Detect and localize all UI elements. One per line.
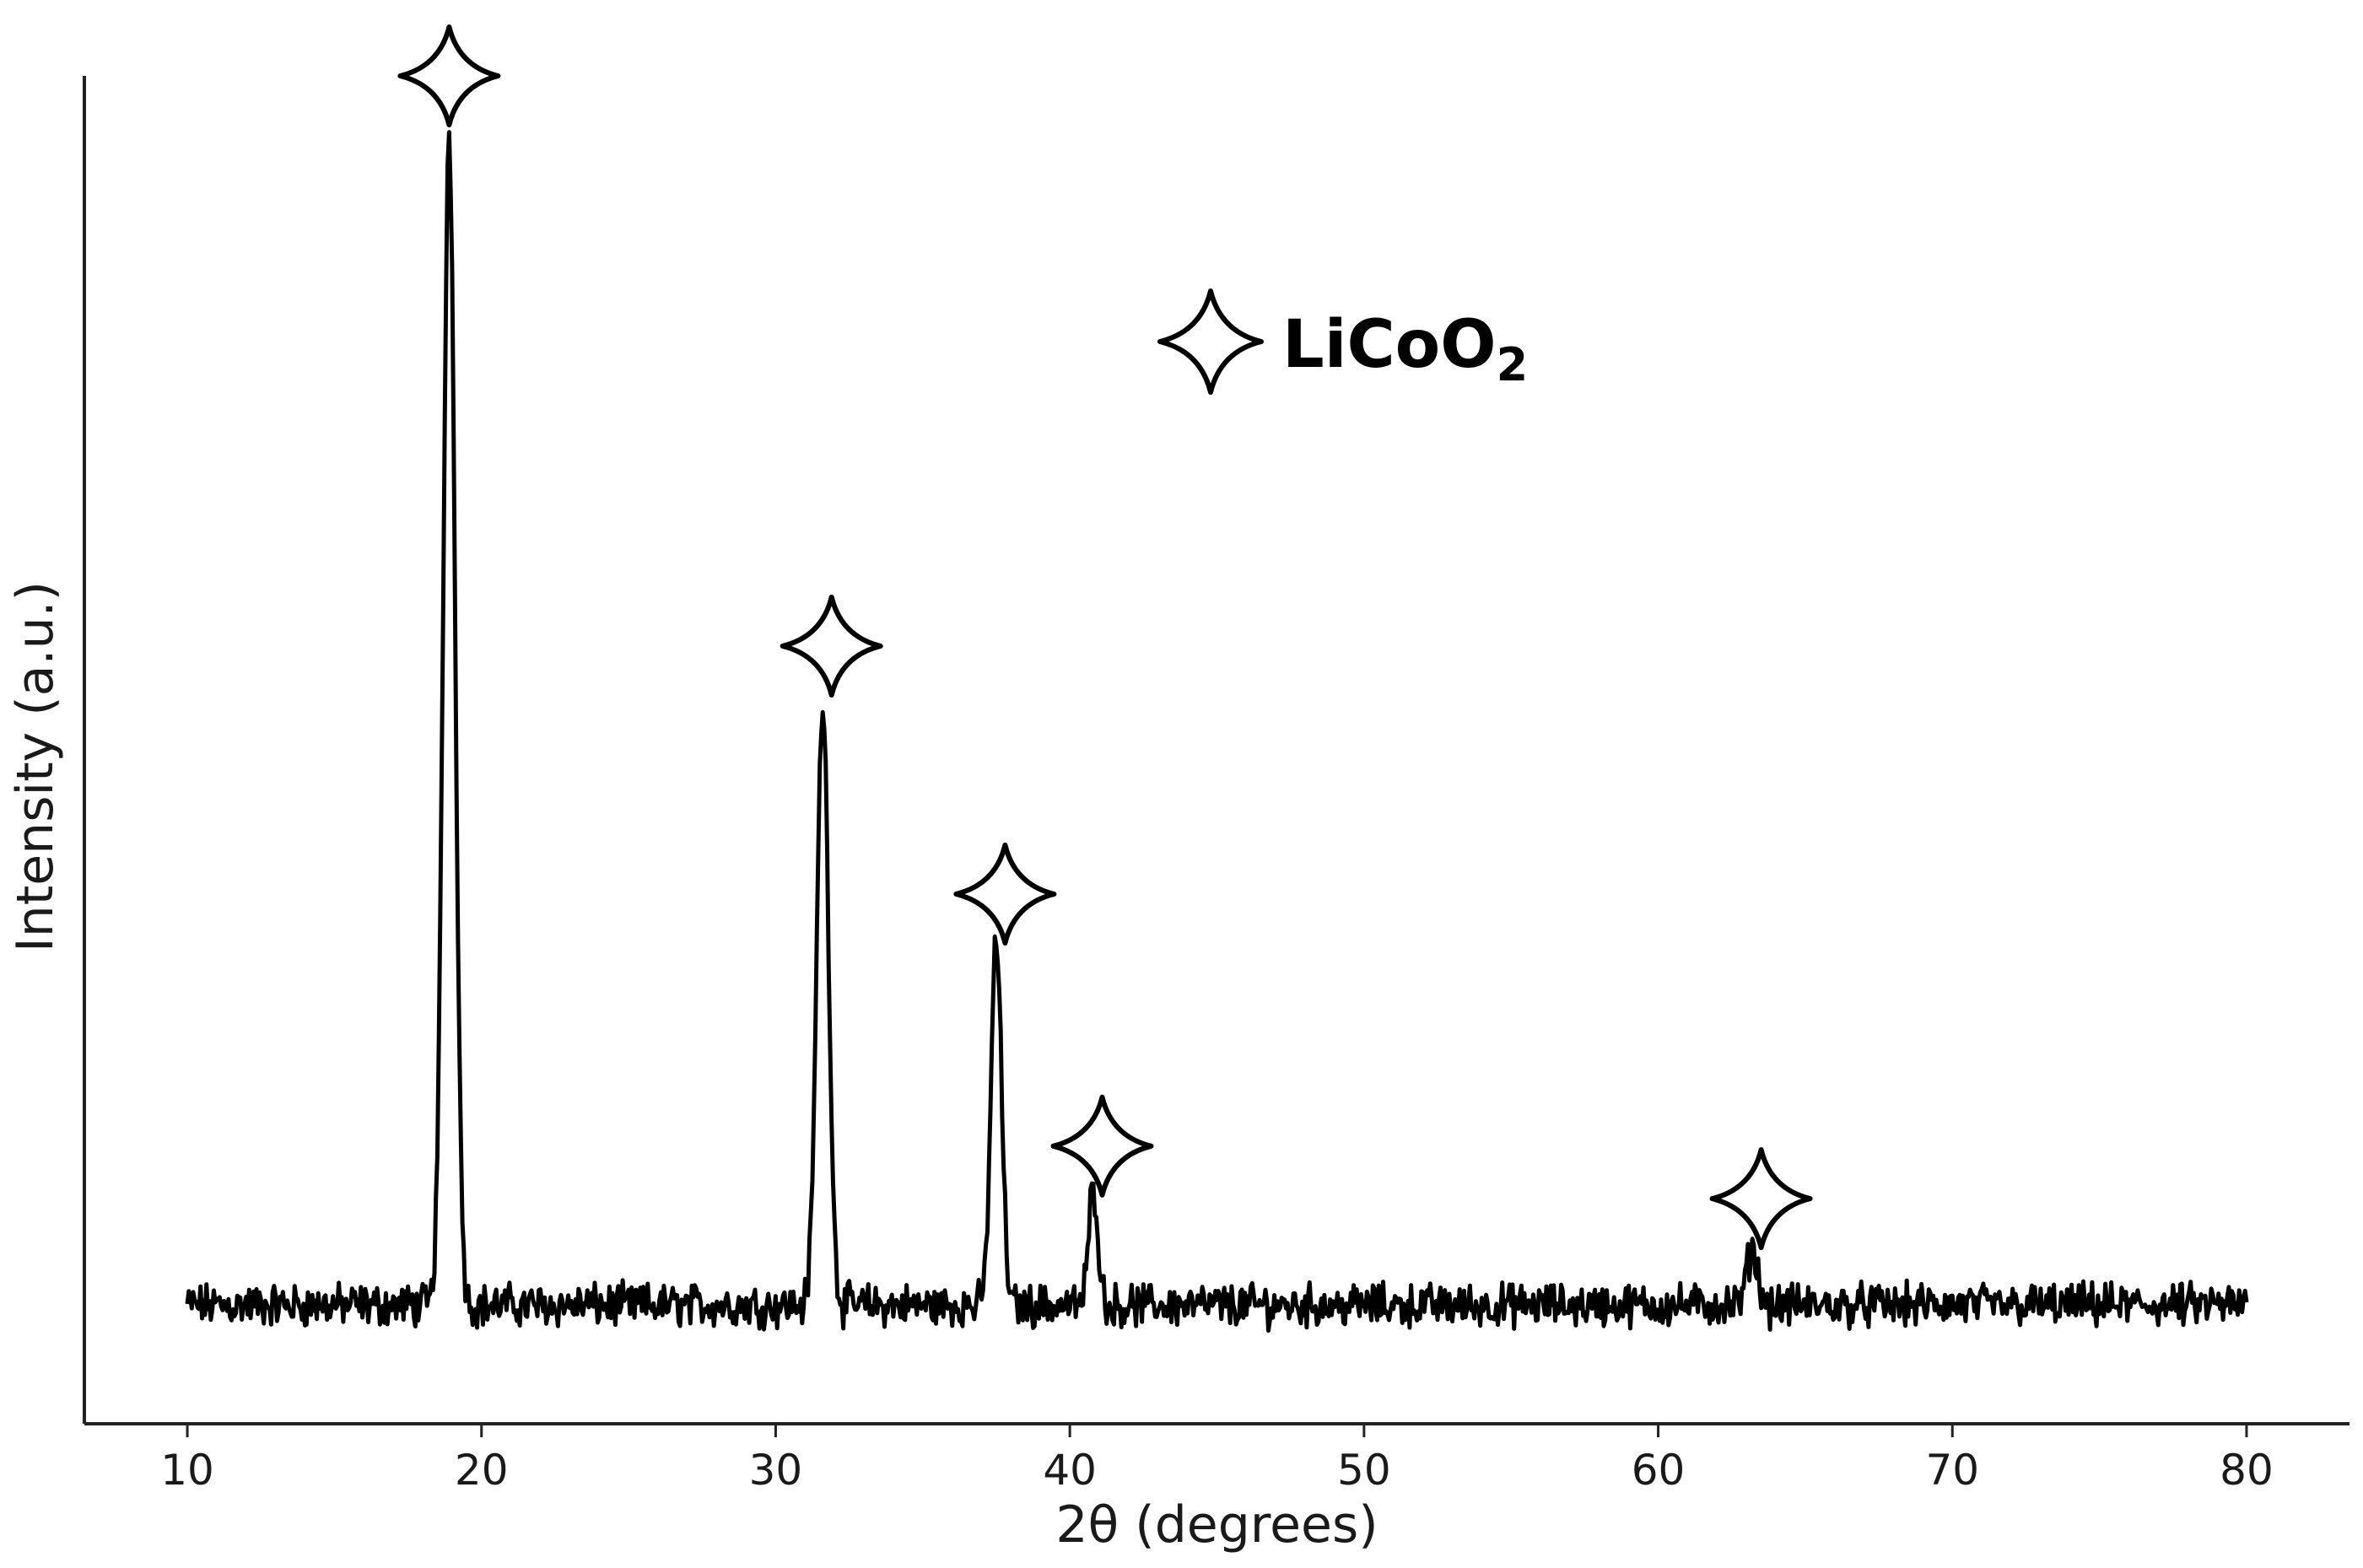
x-tick-label: 70 [1925, 1446, 1979, 1495]
peak-star-marker-5 [1709, 1147, 1813, 1251]
peak-star-marker-4 [1050, 1094, 1154, 1198]
legend-star-icon [1157, 288, 1264, 395]
peak-star-marker-3 [953, 843, 1057, 946]
x-axis-title: 2θ (degrees) [1055, 1495, 1378, 1555]
peak-star-marker-1 [397, 24, 501, 127]
x-tick-label: 80 [2220, 1446, 2274, 1495]
x-tick-label: 30 [749, 1446, 803, 1495]
x-tick-label: 20 [455, 1446, 509, 1495]
legend-label: LiCoO2 [1282, 307, 1528, 391]
peak-star-marker-2 [780, 595, 883, 698]
x-tick-label: 50 [1337, 1446, 1391, 1495]
series-line-licoo2 [185, 130, 2249, 1333]
y-axis-title: Intensity (a.u.) [6, 581, 65, 952]
x-tick-label: 40 [1043, 1446, 1097, 1495]
x-tick-label: 60 [1632, 1446, 1686, 1495]
x-tick-label: 10 [160, 1446, 214, 1495]
